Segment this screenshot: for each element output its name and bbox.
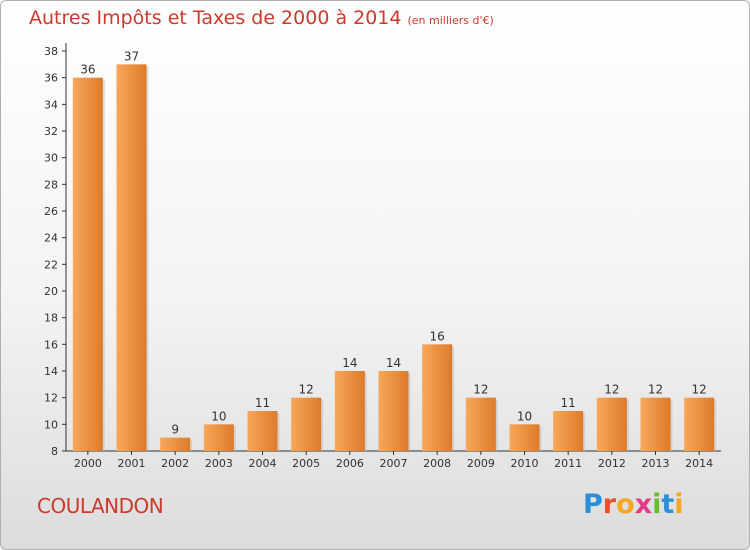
x-tick-label: 2003 (205, 457, 233, 470)
x-tick-label: 2012 (598, 457, 626, 470)
y-tick-label: 30 (44, 152, 58, 165)
x-tick-label: 2008 (423, 457, 451, 470)
data-label: 9 (171, 423, 179, 437)
data-label: 14 (386, 356, 401, 370)
proxiti-logo: Proxiti (583, 489, 684, 520)
data-label: 11 (255, 396, 270, 410)
data-label: 12 (299, 383, 314, 397)
data-label: 10 (211, 409, 226, 423)
data-label: 12 (648, 383, 663, 397)
x-tick-label: 2002 (161, 457, 189, 470)
bar (422, 344, 453, 451)
x-tick-label: 2000 (74, 457, 102, 470)
data-label: 11 (561, 396, 576, 410)
y-tick-label: 38 (44, 45, 58, 58)
chart-subtitle: (en milliers d'€) (407, 14, 494, 27)
x-tick-label: 2001 (118, 457, 146, 470)
bar (596, 397, 627, 451)
bar (334, 371, 365, 451)
data-label: 10 (517, 409, 532, 423)
logo-letter: o (616, 489, 635, 520)
y-tick-label: 36 (44, 72, 58, 85)
bar (509, 424, 540, 451)
logo-letter: i (674, 489, 684, 520)
data-label: 14 (342, 356, 357, 370)
bar (378, 371, 409, 451)
y-tick-label: 32 (44, 125, 58, 138)
bar (640, 397, 671, 451)
bar (160, 437, 191, 451)
logo-letter: P (583, 489, 603, 520)
x-tick-label: 2014 (685, 457, 713, 470)
logo-letter: i (652, 489, 662, 520)
data-label: 16 (430, 329, 445, 343)
chart-title-text: Autres Impôts et Taxes de 2000 à 2014 (29, 7, 402, 29)
y-tick-label: 14 (44, 365, 58, 378)
y-tick-label: 20 (44, 285, 58, 298)
bar (684, 397, 715, 451)
data-label: 12 (604, 383, 619, 397)
x-tick-label: 2013 (642, 457, 670, 470)
y-tick-label: 18 (44, 312, 58, 325)
y-tick-label: 22 (44, 258, 58, 271)
bar (203, 424, 234, 451)
y-tick-label: 28 (44, 178, 58, 191)
y-tick-label: 12 (44, 392, 58, 405)
logo-letter: t (661, 489, 675, 520)
data-label: 12 (692, 383, 707, 397)
data-label: 12 (473, 383, 488, 397)
bar (465, 397, 496, 451)
x-tick-label: 2007 (380, 457, 408, 470)
x-tick-label: 2011 (554, 457, 582, 470)
x-tick-label: 2005 (292, 457, 320, 470)
x-tick-label: 2009 (467, 457, 495, 470)
y-tick-label: 24 (44, 232, 58, 245)
y-tick-label: 16 (44, 338, 58, 351)
bar (247, 411, 278, 451)
bar (553, 411, 584, 451)
y-tick-label: 10 (44, 418, 58, 431)
data-label: 36 (80, 63, 95, 77)
x-tick-label: 2004 (249, 457, 277, 470)
y-tick-label: 8 (51, 445, 58, 458)
bar (116, 64, 147, 452)
logo-letter: r (602, 489, 617, 520)
bar (291, 397, 322, 451)
y-tick-label: 26 (44, 205, 58, 218)
x-tick-label: 2010 (511, 457, 539, 470)
bar (72, 77, 103, 452)
place-name: COULANDON (37, 494, 164, 518)
y-tick-label: 34 (44, 98, 58, 111)
chart-title: Autres Impôts et Taxes de 2000 à 2014 (en… (29, 7, 494, 29)
logo-letter: x (634, 489, 653, 520)
x-tick-label: 2006 (336, 457, 364, 470)
data-label: 37 (124, 49, 139, 63)
